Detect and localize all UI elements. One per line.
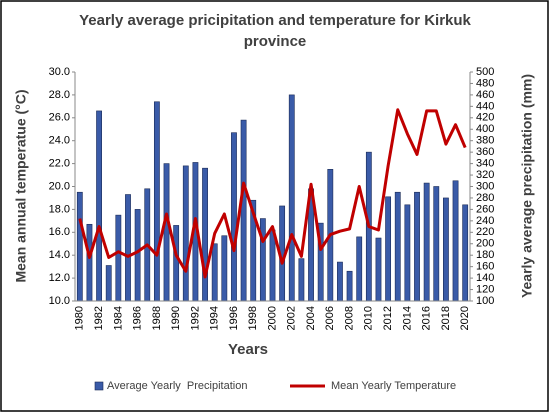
chart-title: Yearly average pricipitation and tempera…	[79, 12, 471, 50]
y2-tick-label: 340	[476, 158, 494, 170]
bar	[76, 191, 83, 302]
bar	[221, 235, 228, 302]
bar	[231, 132, 237, 302]
y-tick-label: 16.0	[49, 226, 70, 238]
y-tick-label: 14.0	[49, 249, 70, 261]
x-tick-label: 1998	[247, 306, 259, 330]
y-tick-label: 28.0	[49, 89, 70, 101]
y2-tick-label: 440	[476, 100, 494, 112]
y-tick-label: 22.0	[49, 158, 70, 170]
x-tick-label: 2002	[286, 306, 298, 330]
y-tick-label: 26.0	[49, 112, 70, 124]
legend-label: Average Yearly Precipitation	[107, 380, 247, 392]
x-tick-label: 1988	[151, 306, 163, 330]
bar	[375, 237, 382, 302]
y2-tick-label: 500	[476, 66, 494, 78]
x-tick-label: 1992	[189, 306, 201, 330]
bar	[288, 94, 295, 302]
x-tick-label: 1986	[132, 306, 144, 330]
legend-label: Mean Yearly Temperature	[331, 380, 456, 392]
y2-tick-label: 460	[476, 89, 494, 101]
bar	[211, 243, 218, 302]
x-tick-label: 1984	[112, 306, 124, 330]
x-tick-label: 2000	[266, 306, 278, 330]
y2-tick-label: 200	[476, 238, 494, 250]
bar	[163, 163, 170, 302]
bar	[356, 236, 363, 302]
bar	[404, 204, 411, 302]
y2-tick-label: 220	[476, 226, 494, 238]
bar	[269, 229, 276, 302]
x-tick-label: 1994	[209, 306, 221, 330]
y-tick-label: 30.0	[49, 66, 70, 78]
legend-swatch	[94, 381, 104, 391]
x-tick-label: 2006	[324, 306, 336, 330]
bar	[443, 197, 449, 302]
bar	[385, 196, 392, 302]
x-tick-label: 2014	[401, 306, 413, 330]
bar	[462, 204, 469, 302]
x-tick-label: 1990	[170, 306, 182, 330]
y2-tick-label: 240	[476, 215, 494, 227]
y2-tick-label: 160	[476, 261, 494, 273]
x-axis-title: Years	[228, 341, 268, 358]
bar	[259, 218, 266, 302]
y2-tick-label: 120	[476, 283, 494, 295]
bar	[394, 191, 401, 302]
bar	[298, 258, 305, 302]
y2-tick-label: 260	[476, 203, 494, 215]
y2-tick-label: 420	[476, 112, 494, 124]
bar	[452, 180, 459, 302]
bar	[173, 225, 180, 302]
bar	[153, 101, 160, 302]
y2-tick-label: 320	[476, 169, 494, 181]
bar	[134, 209, 141, 302]
y2-tick-label: 180	[476, 249, 494, 261]
y2-tick-label: 400	[476, 123, 494, 135]
x-tick-label: 1996	[228, 306, 240, 330]
x-tick-label: 2010	[363, 306, 375, 330]
x-tick-label: 2018	[440, 306, 452, 330]
y-tick-label: 20.0	[49, 180, 70, 192]
x-tick-label: 1982	[93, 306, 105, 330]
y-tick-label: 10.0	[49, 295, 70, 307]
y2-tick-label: 300	[476, 180, 494, 192]
y2-tick-label: 480	[476, 77, 494, 89]
y2-tick-label: 280	[476, 192, 494, 204]
bar	[125, 194, 131, 302]
bar	[182, 165, 189, 302]
y-axis-title: Mean annual temperatue (°C)	[13, 89, 29, 282]
x-tick-label: 2008	[343, 306, 355, 330]
bar	[240, 119, 247, 302]
x-tick-label: 2020	[459, 306, 471, 330]
x-tick-label: 1980	[74, 306, 86, 330]
bar	[202, 167, 208, 302]
x-tick-label: 2004	[305, 306, 317, 330]
bar	[423, 182, 430, 302]
bar	[433, 186, 440, 302]
y2-tick-label: 100	[476, 295, 494, 307]
bar	[105, 265, 112, 302]
y2-tick-label: 380	[476, 135, 494, 147]
y-tick-label: 12.0	[49, 272, 70, 284]
y-tick-label: 18.0	[49, 203, 70, 215]
x-tick-label: 2012	[382, 306, 394, 330]
bar	[86, 223, 93, 302]
bar	[414, 191, 420, 302]
bar	[96, 110, 102, 302]
y2-tick-label: 140	[476, 272, 494, 284]
y-tick-label: 24.0	[49, 135, 70, 147]
y2-axis-title: Yearly average precipitation (mm)	[519, 74, 535, 298]
bar	[115, 214, 122, 302]
line	[78, 108, 467, 279]
bar	[337, 261, 343, 302]
bar	[346, 270, 353, 302]
y2-tick-label: 360	[476, 146, 494, 158]
x-tick-label: 2016	[421, 306, 433, 330]
